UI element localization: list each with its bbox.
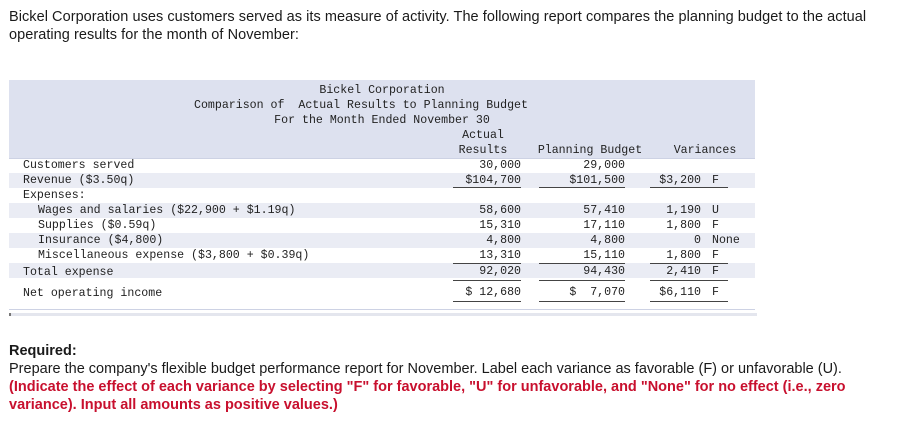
actual-value: 4,800 <box>486 234 521 247</box>
variance-value: 1,800 <box>666 249 701 262</box>
report-header-band <box>9 80 755 158</box>
report-title: Comparison of Actual Results to Planning… <box>194 99 528 112</box>
report-row-band <box>9 173 755 188</box>
variance-value: $3,200 <box>659 174 701 187</box>
budget-comparison-report: Bickel Corporation Comparison of Actual … <box>9 80 755 310</box>
total-underline <box>650 263 728 264</box>
col-header-planning-budget: Planning Budget <box>537 144 643 157</box>
variance-value: 0 <box>694 234 701 247</box>
report-row-band <box>9 263 755 278</box>
variance-value: 1,190 <box>666 204 701 217</box>
variance-effect: F <box>712 265 719 278</box>
planning-value: 17,110 <box>583 219 625 232</box>
row-label: Expenses: <box>23 189 86 202</box>
report-period: For the Month Ended November 30 <box>274 114 490 127</box>
report-company-name: Bickel Corporation <box>319 84 445 97</box>
actual-value: 15,310 <box>479 219 521 232</box>
row-label: Customers served <box>23 159 135 172</box>
report-row-band <box>9 233 755 248</box>
col-header-actual-results: Results <box>458 144 508 157</box>
actual-value: 13,310 <box>479 249 521 262</box>
required-section: Required: Prepare the company's flexible… <box>9 342 904 414</box>
variance-effect: F <box>712 286 719 299</box>
total-underline <box>453 301 521 302</box>
row-label: Miscellaneous expense ($3,800 + $0.39q) <box>38 249 310 262</box>
planning-value: 94,430 <box>583 265 625 278</box>
col-header-variances: Variances <box>673 144 737 157</box>
horizontal-scrollbar[interactable] <box>9 313 757 316</box>
total-underline <box>650 301 728 302</box>
required-instructions: Prepare the company's flexible budget pe… <box>9 360 904 414</box>
actual-value: $ 12,680 <box>465 286 521 299</box>
required-heading: Required: <box>9 343 77 359</box>
actual-value: 58,600 <box>479 204 521 217</box>
variance-effect: None <box>712 234 740 247</box>
report-row-band <box>9 203 755 218</box>
total-underline <box>453 280 521 281</box>
row-label: Insurance ($4,800) <box>38 234 164 247</box>
row-label: Total expense <box>23 266 114 279</box>
row-label: Net operating income <box>23 287 163 300</box>
variance-effect: U <box>712 204 719 217</box>
variance-effect: F <box>712 219 719 232</box>
col-header-actual: Actual <box>462 129 504 142</box>
planning-value: $101,500 <box>569 174 625 187</box>
actual-value: $104,700 <box>465 174 521 187</box>
variance-value: 2,410 <box>666 265 701 278</box>
total-underline <box>539 187 625 188</box>
variance-effect: F <box>712 249 719 262</box>
row-label: Wages and salaries ($22,900 + $1.19q) <box>38 204 296 217</box>
row-label: Revenue ($3.50q) <box>23 174 135 187</box>
planning-value: 15,110 <box>583 249 625 262</box>
total-underline <box>650 187 728 188</box>
planning-value: 29,000 <box>583 159 625 172</box>
planning-value: 4,800 <box>590 234 625 247</box>
total-underline <box>539 301 625 302</box>
total-underline <box>539 280 625 281</box>
report-divider <box>9 309 755 310</box>
planning-value: $ 7,070 <box>569 286 625 299</box>
variance-effect: F <box>712 174 719 187</box>
total-underline <box>650 280 728 281</box>
problem-intro: Bickel Corporation uses customers served… <box>9 9 867 43</box>
report-divider <box>9 158 755 159</box>
actual-value: 30,000 <box>479 159 521 172</box>
row-label: Supplies ($0.59q) <box>38 219 157 232</box>
variance-value: $6,110 <box>659 286 701 299</box>
planning-value: 57,410 <box>583 204 625 217</box>
total-underline <box>539 263 625 264</box>
required-text: Prepare the company's flexible budget pe… <box>9 361 842 377</box>
variance-value: 1,800 <box>666 219 701 232</box>
required-emphasis: (Indicate the effect of each variance by… <box>9 379 846 413</box>
actual-value: 92,020 <box>479 265 521 278</box>
total-underline <box>453 187 521 188</box>
total-underline <box>453 263 521 264</box>
